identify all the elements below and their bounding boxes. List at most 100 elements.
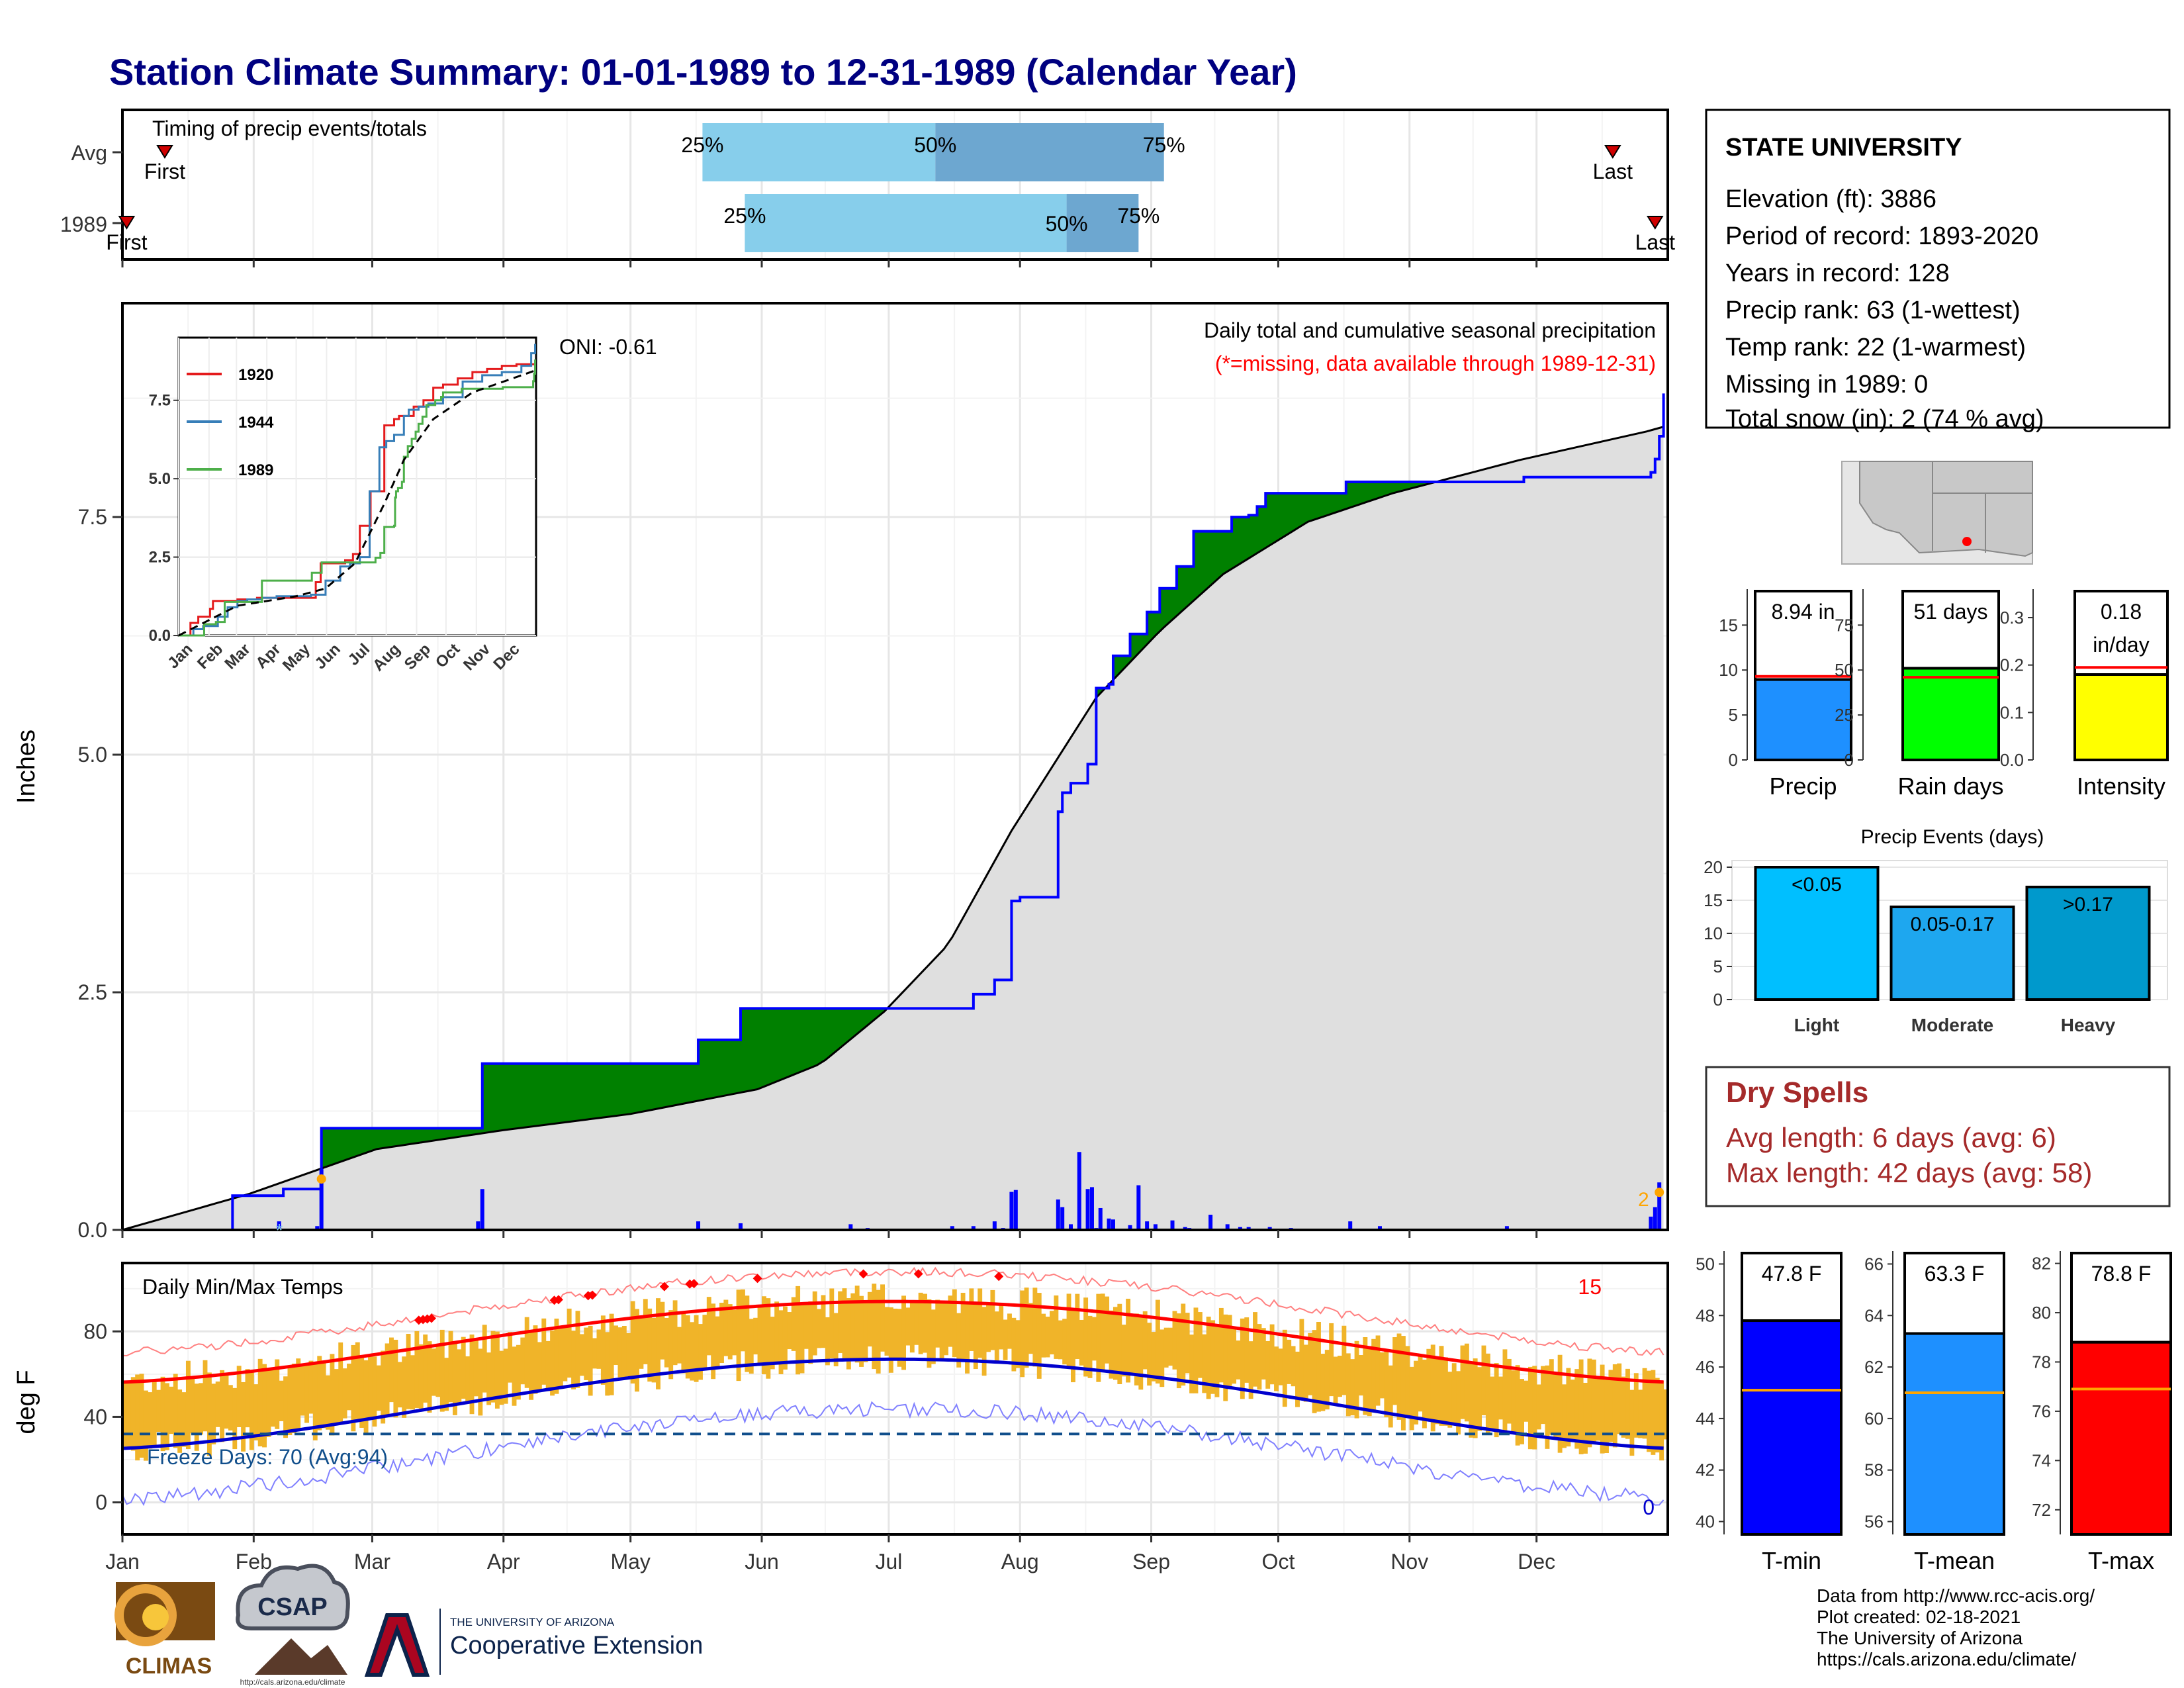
departure-fill <box>359 1128 365 1155</box>
daily-precip-bar <box>1098 1207 1103 1230</box>
daily-precip-bar <box>1208 1215 1213 1230</box>
average-cumulative-area <box>122 426 1664 1230</box>
legend-label-1944: 1944 <box>238 414 274 432</box>
daily-temp-bar <box>279 1380 284 1421</box>
departure-fill <box>537 1063 542 1126</box>
daily-temp-bar <box>232 1387 238 1450</box>
daily-temp-bar <box>952 1289 957 1358</box>
daily-temp-bar <box>152 1382 157 1446</box>
snow-dot <box>316 1174 326 1184</box>
daily-temp-bar <box>173 1374 178 1448</box>
daily-temp-bar <box>291 1363 296 1434</box>
departure-fill <box>1414 481 1419 488</box>
departure-fill <box>1371 481 1377 500</box>
events-bar-heavy <box>2025 886 2151 1001</box>
departure-fill <box>330 1128 335 1166</box>
departure-fill <box>347 1128 352 1160</box>
daily-temp-bar <box>347 1363 351 1411</box>
inset-y-tick-label: 5.0 <box>149 470 171 488</box>
departure-fill <box>854 1008 860 1036</box>
departure-fill <box>1232 517 1237 569</box>
departure-fill <box>1338 493 1343 512</box>
daily-temp-bar <box>1418 1356 1423 1412</box>
departure-fill <box>414 1128 420 1144</box>
departure-fill <box>1354 481 1359 506</box>
daily-temp-bar <box>220 1370 225 1442</box>
departure-fill <box>1172 588 1177 620</box>
daily-temp-bar <box>1426 1348 1432 1420</box>
daily-temp-bar <box>1663 1389 1668 1440</box>
mini-y-tick-label: 56 <box>1864 1512 1884 1532</box>
daily-temp-bar <box>867 1291 872 1347</box>
daily-temp-bar <box>1236 1340 1241 1380</box>
daily-temp-bar <box>888 1307 893 1373</box>
daily-temp-bar <box>1485 1353 1490 1435</box>
mini-y-tick-label: 58 <box>1864 1460 1884 1480</box>
departure-fill <box>711 1039 716 1099</box>
departure-fill <box>363 1128 369 1154</box>
last-event-marker <box>1647 216 1664 230</box>
daily-temp-bar <box>1147 1323 1152 1386</box>
daily-temp-bar <box>1045 1317 1050 1358</box>
events-category-label: Light <box>1794 1015 1839 1035</box>
daily-temp-bar <box>554 1318 559 1394</box>
record-high-marker <box>659 1282 669 1291</box>
departure-fill <box>766 1008 771 1086</box>
departure-fill <box>719 1039 725 1097</box>
departure-fill <box>1223 531 1228 575</box>
daily-temp-bar <box>508 1332 513 1383</box>
departure-fill <box>1342 493 1347 511</box>
departure-fill <box>520 1063 525 1128</box>
daily-temp-bar <box>1312 1330 1317 1413</box>
daily-temp-bar <box>948 1295 953 1347</box>
departure-fill <box>1155 612 1160 636</box>
departure-fill <box>872 1008 877 1022</box>
daily-temp-bar <box>1451 1363 1457 1423</box>
daily-temp-bar <box>1405 1346 1410 1417</box>
daily-temp-bar <box>1214 1324 1220 1397</box>
mini-value-label: 51 days <box>1913 600 1987 624</box>
departure-fill <box>761 1008 766 1088</box>
departure-fill <box>1400 481 1406 491</box>
daily-temp-bar <box>304 1362 309 1423</box>
daily-temp-bar <box>1587 1358 1592 1448</box>
departure-fill <box>1181 566 1186 612</box>
daily-temp-bar <box>1633 1373 1639 1438</box>
daily-temp-bar <box>164 1383 169 1450</box>
departure-fill <box>706 1039 711 1100</box>
daily-temp-bar <box>363 1360 369 1434</box>
dry-spells-avg: Avg length: 6 days (avg: 6) <box>1726 1122 2056 1153</box>
daily-temp-bar <box>774 1301 780 1363</box>
departure-fill <box>1176 566 1181 616</box>
daily-temp-bar <box>939 1303 944 1359</box>
events-bar-label: 0.05-0.17 <box>1911 914 1995 935</box>
daily-temp-bar <box>918 1292 923 1354</box>
precip-panel: 0.0 2.5 5.0 7.5 Inches ONI: -0.61 Daily tot… <box>13 302 1669 1242</box>
daily-temp-bar <box>1469 1363 1474 1438</box>
daily-precip-bar <box>739 1223 743 1230</box>
mini-label-box <box>1903 1252 2005 1335</box>
daily-temp-bar <box>1384 1350 1389 1418</box>
daily-temp-bar <box>139 1374 144 1458</box>
timing-quantile-bars <box>702 123 1164 252</box>
daily-temp-bar <box>1375 1335 1381 1406</box>
ua-logo: THE UNIVERSITY OF ARIZONA Cooperative Ex… <box>364 1609 703 1677</box>
daily-temp-bar <box>1392 1337 1398 1405</box>
daily-temp-bar <box>444 1358 449 1411</box>
daily-temp-bar <box>393 1339 398 1418</box>
departure-fill <box>723 1039 729 1096</box>
departure-fill <box>448 1128 453 1139</box>
daily-precip-bar <box>1153 1224 1158 1230</box>
daily-temp-bar <box>1456 1371 1461 1435</box>
departure-fill <box>741 1008 745 1093</box>
daily-temp-bar <box>211 1383 216 1444</box>
mini-value-label: 47.8 F <box>1762 1262 1822 1286</box>
daily-precip-bar <box>1009 1192 1014 1230</box>
daily-temp-bar <box>944 1301 948 1356</box>
daily-temp-bar <box>1409 1366 1414 1430</box>
record-high-marker <box>913 1269 923 1279</box>
summary-bar-charts: 0 5 10 15 8.94 in Precip 0 25 50 75 51 days Rain da… <box>1719 589 2169 800</box>
daily-temp-bar <box>376 1365 381 1411</box>
events-bar-label: >0.17 <box>2063 894 2113 915</box>
departure-fill <box>715 1039 720 1098</box>
